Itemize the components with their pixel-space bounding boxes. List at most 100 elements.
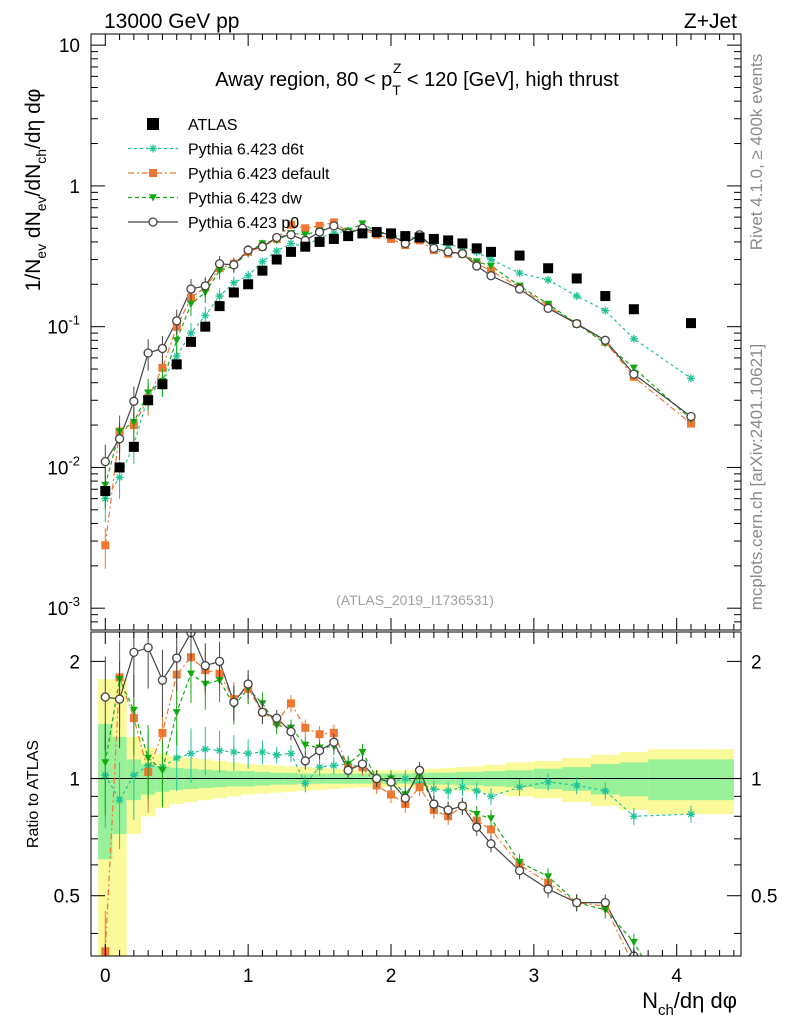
data-point xyxy=(157,379,168,390)
ratio-point xyxy=(429,785,438,794)
chart-title-sub: T xyxy=(392,82,401,98)
legend-marker xyxy=(147,118,159,130)
ratio-point xyxy=(129,706,138,715)
ratio-point xyxy=(472,786,481,795)
data-point xyxy=(286,246,296,257)
ratio-point xyxy=(387,790,395,799)
data-point xyxy=(187,300,195,308)
data-point xyxy=(429,243,439,254)
legend-label: Pythia 6.423 dw xyxy=(188,191,302,208)
data-point xyxy=(158,363,167,372)
ratio-uncertainty-bands xyxy=(98,679,734,956)
ratio-point xyxy=(229,748,238,757)
chart-title-sup: Z xyxy=(393,60,402,76)
ratio-point xyxy=(343,765,353,775)
series-line-1 xyxy=(104,228,692,499)
ratio-point xyxy=(243,679,253,689)
ratio-point xyxy=(629,812,638,821)
ratio-line-1 xyxy=(104,656,630,956)
data-point xyxy=(443,247,453,257)
data-point xyxy=(629,334,638,343)
data-point xyxy=(272,232,282,243)
data-point xyxy=(357,228,368,239)
data-point xyxy=(514,250,525,261)
legend-label: Pythia 6.423 p0 xyxy=(188,215,299,232)
ratio-point xyxy=(357,759,368,769)
ratio-point xyxy=(315,763,324,772)
ratio-y-tick-label-left: 1 xyxy=(69,770,80,791)
inner-uncertainty-band xyxy=(619,762,649,797)
data-point xyxy=(472,261,482,271)
ratio-point xyxy=(315,730,324,739)
data-point xyxy=(543,263,554,274)
ratio-point xyxy=(100,692,110,702)
y-tick-label: 10-2 xyxy=(47,453,80,479)
x-axis-label: Nch/dη dφ xyxy=(642,988,737,1019)
data-point xyxy=(187,329,195,338)
ratio-point xyxy=(386,777,396,787)
ratio-point xyxy=(400,793,410,803)
ratio-point xyxy=(630,962,638,970)
data-point xyxy=(487,266,495,275)
data-point xyxy=(172,337,181,345)
ratio-y-tick-label-right: 0.5 xyxy=(751,887,777,908)
ratio-point xyxy=(444,786,453,795)
ratio-point xyxy=(687,810,695,819)
chart-title: Away region, 80 < pTZ < 120 [GeV], high … xyxy=(215,60,619,98)
mcplots-label: mcplots.cern.ch [arXiv:2401.10621] xyxy=(747,344,766,610)
ratio-y-tick-label-right: 2 xyxy=(751,652,762,673)
ratio-point xyxy=(544,777,553,786)
data-point xyxy=(457,238,468,249)
ratio-point xyxy=(358,748,367,757)
y-tick-label: 1 xyxy=(69,177,80,198)
data-point xyxy=(572,319,582,329)
data-point xyxy=(101,541,110,550)
data-point xyxy=(414,232,425,243)
data-point xyxy=(628,304,639,315)
data-point xyxy=(114,462,125,473)
data-point xyxy=(229,260,239,270)
data-point xyxy=(200,281,210,291)
data-point xyxy=(115,473,124,482)
y-label-a-sub: ev xyxy=(33,244,49,259)
ratio-point xyxy=(114,694,125,704)
ratio-point xyxy=(158,767,167,775)
data-point xyxy=(129,396,139,406)
data-point xyxy=(172,316,182,326)
ratio-point xyxy=(101,759,110,767)
data-point xyxy=(328,233,339,244)
ratio-point xyxy=(486,839,496,849)
data-point xyxy=(171,359,182,370)
data-point xyxy=(386,228,396,239)
data-point xyxy=(186,336,196,347)
data-point xyxy=(215,292,224,301)
main-axes: 10-3 10-2 10-1 1 10 xyxy=(47,34,741,631)
data-point xyxy=(371,227,382,238)
data-point xyxy=(543,303,553,313)
data-point xyxy=(287,220,295,229)
data-point xyxy=(200,321,211,332)
data-point xyxy=(101,481,110,490)
y-label-a: 1/N xyxy=(22,259,45,292)
ratio-point xyxy=(201,745,210,754)
data-point xyxy=(487,262,495,270)
x-tick-label: 1 xyxy=(243,966,254,987)
data-point xyxy=(515,269,524,278)
ratio-panel: 0 1 2 3 4 0.5 0.5 1 1 2 2 Ratio to ATLAS xyxy=(25,631,777,987)
ratio-point xyxy=(257,707,268,717)
ratio-point xyxy=(214,656,225,667)
data-point xyxy=(186,284,196,294)
ratio-y-axis-label: Ratio to ATLAS xyxy=(25,740,42,848)
ratio-point xyxy=(200,661,210,671)
ratio-data-layer xyxy=(100,632,695,970)
ratio-point xyxy=(472,810,481,819)
data-point xyxy=(329,221,339,231)
ratio-point xyxy=(158,728,167,737)
ratio-point xyxy=(372,773,382,784)
data-point xyxy=(629,369,639,379)
data-point xyxy=(257,265,268,276)
data-point xyxy=(443,235,454,246)
data-point xyxy=(301,231,310,239)
ratio-point xyxy=(457,801,468,811)
analysis-watermark: (ATLAS_2019_I1736531) xyxy=(336,592,494,608)
